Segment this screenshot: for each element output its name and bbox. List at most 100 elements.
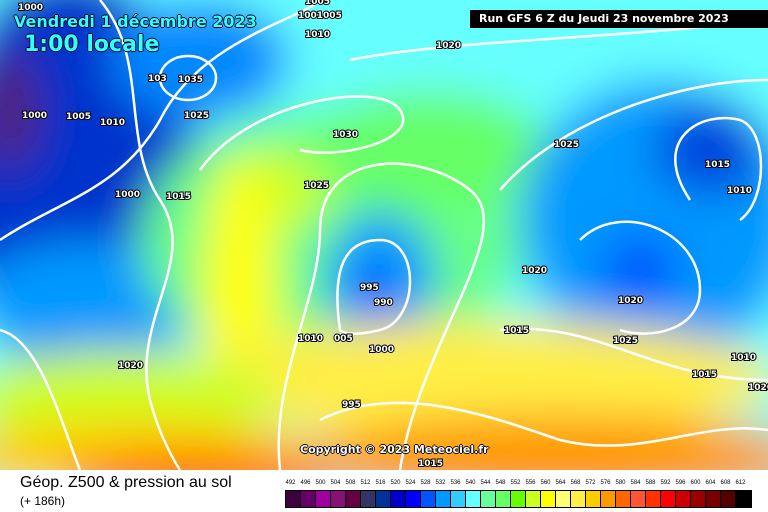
isobar-label: 1030 — [333, 130, 358, 140]
isobar-label: 103 — [148, 74, 167, 84]
scale-swatch — [346, 491, 361, 507]
scale-swatch — [361, 491, 376, 507]
scale-label: 524 — [405, 480, 416, 486]
isobar-label: 1015 — [504, 326, 529, 336]
scale-label: 584 — [630, 480, 641, 486]
scale-swatch — [286, 491, 301, 507]
scale-swatch — [436, 491, 451, 507]
isobar-label: 1010 — [298, 334, 323, 344]
scale-swatch — [496, 491, 511, 507]
scale-swatch — [736, 491, 751, 507]
scale-swatch — [541, 491, 556, 507]
scale-label: 532 — [435, 480, 446, 486]
scale-swatch — [676, 491, 691, 507]
scale-label: 536 — [450, 480, 461, 486]
scale-label: 552 — [510, 480, 521, 486]
color-scale-labels: 492 496 500 504 508 512 516 520 524 528 532 536 540 5… — [283, 480, 748, 486]
isobar-label: 1015 — [166, 192, 191, 202]
scale-label: 596 — [675, 480, 686, 486]
isobar-label: 1020 — [522, 266, 547, 276]
isobar-label: 1020 — [748, 383, 768, 393]
isobar-label: 990 — [374, 298, 393, 308]
model-run-label: Run GFS 6 Z du Jeudi 23 novembre 2023 — [470, 10, 768, 28]
scale-label: 540 — [465, 480, 476, 486]
scale-label: 592 — [660, 480, 671, 486]
isobar-label: 1015 — [418, 459, 443, 469]
isobar-label: 1005 — [66, 112, 91, 122]
scale-swatch — [646, 491, 661, 507]
isobar-label: 1001005 — [298, 11, 342, 21]
isobar-label: 1005 — [305, 0, 330, 7]
scale-swatch — [466, 491, 481, 507]
scale-swatch — [511, 491, 526, 507]
isobar-label: 1025 — [554, 140, 579, 150]
scale-label: 548 — [495, 480, 506, 486]
scale-label: 528 — [420, 480, 431, 486]
scale-swatch — [601, 491, 616, 507]
scale-label: 588 — [645, 480, 656, 486]
scale-swatch — [721, 491, 736, 507]
isobar-labels: 1000 1005 1001005 1010 1020 103 1035 1000 1005 10… — [17, 0, 768, 470]
isobar-label: 1020 — [436, 41, 461, 51]
scale-swatch — [391, 491, 406, 507]
isobar-label: 995 — [360, 283, 379, 293]
isobar-label: 1000 — [115, 190, 140, 200]
scale-swatch — [451, 491, 466, 507]
scale-swatch — [586, 491, 601, 507]
scale-swatch — [331, 491, 346, 507]
scale-swatch — [406, 491, 421, 507]
isobar-label: 1025 — [184, 111, 209, 121]
scale-label: 600 — [690, 480, 701, 486]
scale-swatch — [556, 491, 571, 507]
scale-swatch — [526, 491, 541, 507]
isobar-label: 1000 — [18, 3, 43, 13]
copyright: Copyright © 2023 Meteociel.fr — [300, 443, 489, 456]
isobar-label: 1015 — [692, 370, 717, 380]
scale-label: 504 — [330, 480, 341, 486]
scale-swatch — [616, 491, 631, 507]
scale-swatch — [691, 491, 706, 507]
isobar-label: 1010 — [727, 186, 752, 196]
geopotential-field — [0, 0, 768, 470]
scale-swatch — [631, 491, 646, 507]
isobar-label: 005 — [334, 334, 353, 344]
scale-label: 568 — [570, 480, 581, 486]
isobar-label: 1010 — [100, 118, 125, 128]
scale-label: 556 — [525, 480, 536, 486]
isobar-label: 1010 — [731, 353, 756, 363]
scale-swatch — [571, 491, 586, 507]
scale-swatch — [421, 491, 436, 507]
scale-swatch — [301, 491, 316, 507]
isobar-label: 1025 — [613, 336, 638, 346]
scale-label: 564 — [555, 480, 566, 486]
forecast-date: Vendredi 1 décembre 2023 — [14, 12, 257, 31]
scale-label: 576 — [600, 480, 611, 486]
isobar-label: 1020 — [618, 296, 643, 306]
scale-label: 608 — [720, 480, 731, 486]
isobar-label: 1035 — [178, 75, 203, 85]
pressure-map: 1000 1005 1001005 1010 1020 103 1035 1000 1005 10… — [0, 0, 768, 470]
scale-label: 572 — [585, 480, 596, 486]
forecast-time: 1:00 locale — [24, 32, 160, 57]
scale-swatch — [376, 491, 391, 507]
isobar-lines — [0, 0, 768, 470]
scale-label: 496 — [300, 480, 311, 486]
scale-label: 516 — [375, 480, 386, 486]
scale-label: 612 — [735, 480, 746, 486]
scale-swatch — [481, 491, 496, 507]
footer: Géop. Z500 & pression au sol (+ 186h) 49… — [0, 470, 768, 512]
scale-swatch — [661, 491, 676, 507]
scale-swatch — [706, 491, 721, 507]
isobar-label: 1010 — [305, 30, 330, 40]
scale-label: 604 — [705, 480, 716, 486]
isobar-label: 1000 — [22, 111, 47, 121]
scale-label: 512 — [360, 480, 371, 486]
scale-label: 520 — [390, 480, 401, 486]
isobar-label: 1015 — [705, 160, 730, 170]
map-title: Géop. Z500 & pression au sol — [20, 474, 232, 491]
scale-label: 500 — [315, 480, 326, 486]
scale-swatch — [316, 491, 331, 507]
isobar-label: 1020 — [118, 361, 143, 371]
scale-label: 560 — [540, 480, 551, 486]
